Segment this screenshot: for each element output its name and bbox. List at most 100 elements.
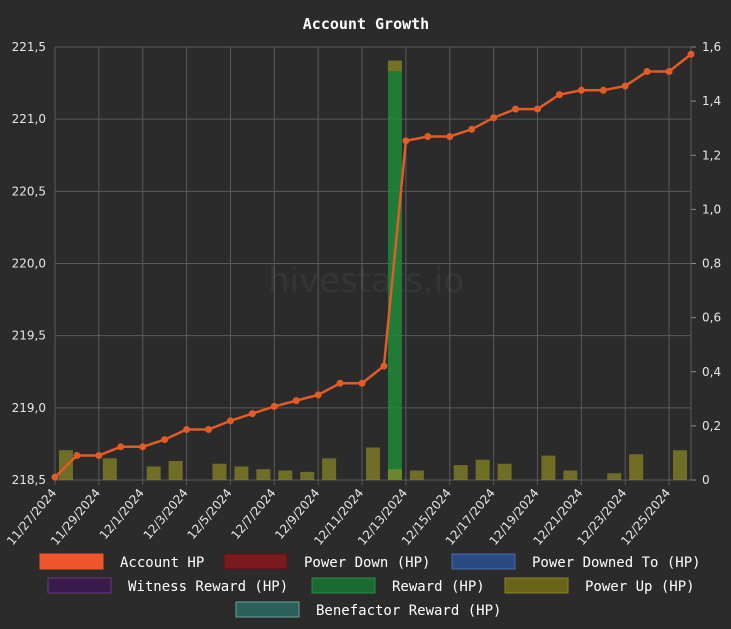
y-right-tick-label: 0,6 xyxy=(702,311,721,325)
legend-swatch xyxy=(223,553,288,570)
y-left-tick-label: 221,0 xyxy=(12,112,46,126)
legend[interactable]: Account HP Power Down (HP) Power Downed To… xyxy=(39,553,701,619)
account-hp-point[interactable] xyxy=(512,105,520,113)
account-hp-point[interactable] xyxy=(73,451,81,459)
bar-power-up-hp[interactable] xyxy=(322,458,337,480)
y-left-tick-label: 221,5 xyxy=(12,40,46,54)
bars xyxy=(58,60,688,480)
account-hp-point[interactable] xyxy=(205,425,213,433)
bar-power-up-hp[interactable] xyxy=(453,465,468,480)
x-axis: 11/27/202411/29/202412/1/202412/3/202412… xyxy=(4,486,673,548)
bar-power-up-hp[interactable] xyxy=(256,469,271,480)
account-hp-point[interactable] xyxy=(533,105,541,113)
bar-power-up-hp[interactable] xyxy=(541,455,556,480)
account-hp-point[interactable] xyxy=(555,91,563,99)
legend-item-witness-reward-hp[interactable]: Witness Reward (HP) xyxy=(47,577,288,595)
account-hp-point[interactable] xyxy=(402,137,410,145)
bar-power-up-hp[interactable] xyxy=(102,458,117,480)
account-hp-point[interactable] xyxy=(226,417,234,425)
account-hp-point[interactable] xyxy=(95,451,103,459)
account-hp-line xyxy=(54,53,692,479)
legend-swatch xyxy=(47,577,112,594)
bar-power-up-stacked[interactable] xyxy=(387,60,402,72)
y-left-tick-label: 220,5 xyxy=(12,184,46,198)
legend-label: Reward (HP) xyxy=(392,579,485,595)
bar-power-up-hp[interactable] xyxy=(409,470,424,480)
legend-label: Benefactor Reward (HP) xyxy=(316,603,501,619)
account-hp-point[interactable] xyxy=(336,379,344,387)
y-right-tick-label: 1,6 xyxy=(702,40,721,54)
line-series xyxy=(51,50,695,481)
legend-label: Witness Reward (HP) xyxy=(128,579,288,595)
bar-power-up-hp[interactable] xyxy=(607,473,622,480)
legend-swatch xyxy=(39,553,104,570)
bar-power-up-hp[interactable] xyxy=(563,470,578,480)
bar-power-up-hp[interactable] xyxy=(212,463,227,480)
bar-power-up-hp[interactable] xyxy=(497,463,512,480)
bar-power-up-hp[interactable] xyxy=(168,461,183,480)
account-hp-point[interactable] xyxy=(314,391,322,399)
legend-item-power-up-hp[interactable]: Power Up (HP) xyxy=(504,577,695,595)
x-tick-label: 12/5/2024 xyxy=(184,486,234,542)
bar-reward-hp[interactable] xyxy=(387,71,402,480)
bar-power-up-hp[interactable] xyxy=(475,459,490,480)
account-hp-point[interactable] xyxy=(270,402,278,410)
bar-power-up-hp[interactable] xyxy=(278,470,293,480)
bar-power-up-hp[interactable] xyxy=(300,471,315,480)
account-hp-point[interactable] xyxy=(51,473,59,481)
y-right-tick-label: 0,4 xyxy=(702,365,721,379)
account-hp-point[interactable] xyxy=(687,50,695,58)
y-right-tick-label: 0,2 xyxy=(702,419,721,433)
legend-swatch xyxy=(235,601,300,618)
bar-power-up-hp[interactable] xyxy=(387,469,402,480)
account-hp-point[interactable] xyxy=(183,425,191,433)
y-axis-left: 218,5 219,0 219,5 220,0 220,5 221,0 221,5 xyxy=(12,40,46,487)
y-axis-right: 0 0,2 0,4 0,6 0,8 1,0 1,2 1,4 1,6 xyxy=(691,40,721,487)
account-hp-point[interactable] xyxy=(292,397,300,405)
legend-item-power-downed-to-hp[interactable]: Power Downed To (HP) xyxy=(451,553,701,571)
legend-label: Account HP xyxy=(120,555,204,571)
account-hp-point[interactable] xyxy=(380,362,388,370)
account-hp-point[interactable] xyxy=(599,86,607,94)
account-hp-point[interactable] xyxy=(446,132,454,140)
legend-swatch xyxy=(311,577,376,594)
y-right-tick-label: 0 xyxy=(702,473,710,487)
y-left-tick-label: 219,5 xyxy=(12,329,46,343)
x-tick-label: 12/3/2024 xyxy=(141,486,191,542)
bar-power-up-hp[interactable] xyxy=(366,447,380,480)
legend-item-benefactor-reward-hp[interactable]: Benefactor Reward (HP) xyxy=(235,601,501,619)
legend-item-power-down-hp[interactable]: Power Down (HP) xyxy=(223,553,430,571)
legend-item-account-hp[interactable]: Account HP xyxy=(39,553,204,571)
bar-power-up-hp[interactable] xyxy=(146,466,161,480)
account-hp-point[interactable] xyxy=(490,114,498,122)
y-right-tick-label: 0,8 xyxy=(702,257,721,271)
y-left-tick-label: 219,0 xyxy=(12,401,46,415)
bar-power-up-hp[interactable] xyxy=(629,454,644,480)
watermark: hivestats.io xyxy=(268,261,464,301)
account-hp-point[interactable] xyxy=(577,86,585,94)
chart-title: Account Growth xyxy=(303,15,429,33)
legend-item-reward-hp[interactable]: Reward (HP) xyxy=(311,577,485,595)
x-tick-label: 12/7/2024 xyxy=(228,486,278,542)
legend-swatch xyxy=(451,553,516,570)
account-hp-point[interactable] xyxy=(643,68,651,76)
legend-label: Power Downed To (HP) xyxy=(532,555,701,571)
bar-power-up-hp[interactable] xyxy=(673,450,688,480)
account-hp-point[interactable] xyxy=(621,82,629,90)
account-hp-point[interactable] xyxy=(139,443,147,451)
legend-label: Power Up (HP) xyxy=(585,579,695,595)
account-hp-point[interactable] xyxy=(358,379,366,387)
legend-swatch xyxy=(504,577,569,594)
account-hp-point[interactable] xyxy=(248,410,256,418)
account-hp-point[interactable] xyxy=(468,125,476,133)
y-left-tick-label: 220,0 xyxy=(12,257,46,271)
account-hp-point[interactable] xyxy=(117,443,125,451)
bar-power-up-hp[interactable] xyxy=(234,466,249,480)
y-right-tick-label: 1,4 xyxy=(702,94,721,108)
grid xyxy=(54,46,692,485)
account-hp-point[interactable] xyxy=(665,68,673,76)
account-hp-point[interactable] xyxy=(161,436,169,444)
account-hp-point[interactable] xyxy=(424,132,432,140)
